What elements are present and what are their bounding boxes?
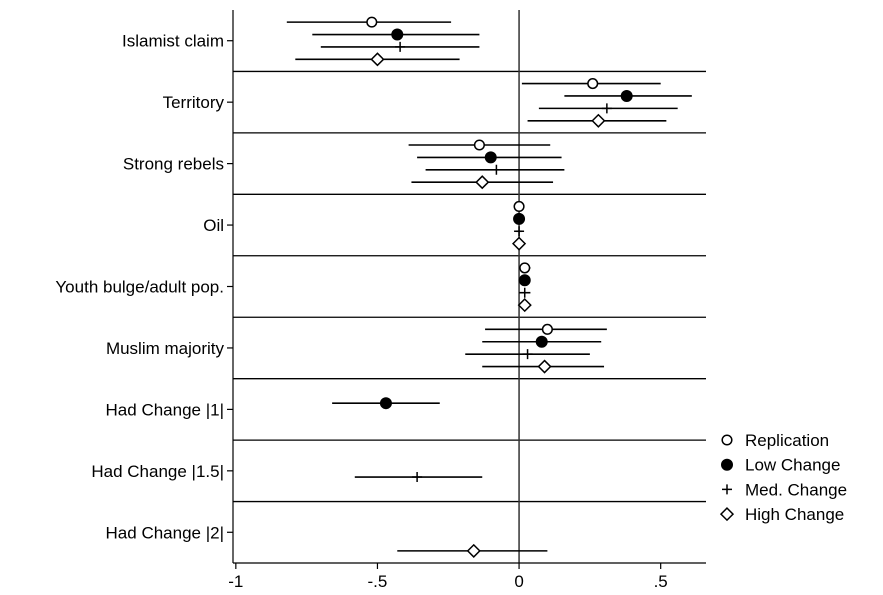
x-tick-label: -1 bbox=[228, 572, 243, 591]
point-estimate bbox=[513, 212, 526, 225]
point-estimate bbox=[514, 226, 525, 237]
point-estimate bbox=[519, 287, 530, 298]
y-tick-label: Had Change |1| bbox=[106, 400, 224, 419]
y-tick-label: Had Change |2| bbox=[106, 523, 224, 542]
point-estimate bbox=[535, 335, 548, 348]
legend-label: Med. Change bbox=[745, 480, 847, 499]
legend-marker bbox=[719, 507, 735, 522]
legend: Replication Low Change Med. Change High Cha… bbox=[719, 431, 847, 524]
point-estimate bbox=[366, 16, 378, 28]
point-estimate bbox=[491, 164, 502, 175]
y-tick-label: Youth bulge/adult pop. bbox=[55, 278, 224, 297]
point-estimates bbox=[366, 16, 633, 558]
x-axis: -1 -.5 0 .5 bbox=[228, 562, 706, 591]
point-estimate bbox=[484, 151, 497, 164]
legend-label: High Change bbox=[745, 505, 844, 524]
x-tick-label: -.5 bbox=[368, 572, 388, 591]
point-estimate bbox=[518, 274, 531, 287]
point-estimate bbox=[412, 472, 423, 483]
y-axis: Islamist claim Territory Strong rebels Oil Y… bbox=[55, 10, 234, 563]
legend-marker bbox=[722, 484, 732, 495]
legend-label: Replication bbox=[745, 431, 829, 450]
legend-label: Low Change bbox=[745, 456, 840, 475]
y-tick-label: Islamist claim bbox=[122, 32, 224, 51]
point-estimate bbox=[620, 89, 633, 102]
point-estimate bbox=[379, 397, 392, 410]
point-estimate bbox=[370, 52, 385, 67]
x-tick-label: 0 bbox=[514, 572, 523, 591]
x-tick-label: .5 bbox=[654, 572, 668, 591]
point-estimate bbox=[395, 41, 406, 52]
point-estimate bbox=[522, 349, 533, 360]
panel-dividers bbox=[233, 70, 706, 503]
y-tick-label: Oil bbox=[203, 216, 224, 235]
y-tick-label: Had Change |1.5| bbox=[91, 462, 224, 481]
legend-marker bbox=[721, 458, 733, 471]
legend-marker bbox=[721, 434, 733, 446]
point-estimate bbox=[601, 103, 612, 114]
point-estimate bbox=[537, 359, 552, 374]
point-estimate bbox=[475, 175, 490, 190]
point-estimate bbox=[591, 113, 606, 128]
point-estimate bbox=[587, 78, 599, 90]
point-estimate bbox=[512, 236, 527, 251]
y-tick-label: Strong rebels bbox=[123, 155, 224, 174]
y-tick-label: Muslim majority bbox=[106, 339, 225, 358]
point-estimate bbox=[466, 543, 481, 558]
point-estimate bbox=[519, 262, 531, 274]
confidence-intervals bbox=[286, 21, 692, 552]
point-estimate bbox=[517, 298, 532, 313]
y-tick-label: Territory bbox=[163, 93, 225, 112]
point-estimate bbox=[391, 28, 404, 41]
point-estimate bbox=[541, 323, 553, 335]
point-estimate bbox=[513, 200, 525, 213]
point-estimate bbox=[473, 139, 485, 151]
